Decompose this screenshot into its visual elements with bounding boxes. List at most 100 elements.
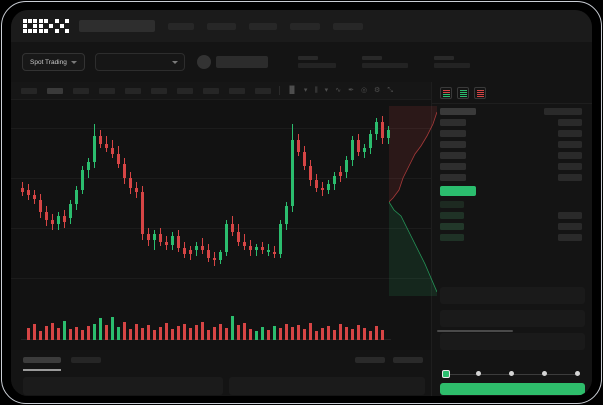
volume-bar [153, 330, 156, 340]
search-input[interactable] [79, 20, 155, 32]
volume-bar [81, 330, 84, 340]
order-amount-slider[interactable] [442, 370, 583, 378]
volume-bar [315, 331, 318, 340]
orderbook-bid-price[interactable] [440, 234, 464, 241]
indicator-icon[interactable]: ⫼ [314, 87, 318, 94]
bottom-action-2[interactable] [393, 357, 423, 363]
slider-handle[interactable] [442, 370, 450, 378]
orderbook-bid-price[interactable] [440, 212, 464, 219]
slider-stop-25[interactable] [476, 371, 481, 376]
okx-logo-glyph [23, 19, 37, 33]
orderbook-ask-amount [558, 130, 582, 137]
chevron-down-icon-2[interactable]: ▾ [324, 87, 329, 94]
pair-select-dropdown[interactable] [94, 53, 185, 71]
volume-bar [213, 327, 216, 340]
chevron-down-icon [171, 60, 178, 64]
chevron-down-icon-1[interactable]: ▾ [303, 87, 308, 94]
spot-trading-button[interactable]: Spot Trading [22, 53, 85, 71]
volume-bar [51, 323, 54, 340]
nav-item-4[interactable] [290, 22, 320, 30]
volume-bar [273, 326, 276, 340]
order-amount-field[interactable] [440, 310, 585, 327]
volume-bar [39, 331, 42, 340]
volume-bar [381, 330, 384, 340]
candlestick-chart[interactable] [11, 100, 431, 300]
depth-chart-svg [388, 106, 438, 296]
orderbook-ask-price[interactable] [440, 130, 466, 137]
orderbook-scrollbar[interactable] [437, 330, 513, 332]
orderbook-bid-price[interactable] [440, 223, 464, 230]
orderbook-ask-price[interactable] [440, 108, 476, 115]
timeframe-button-1[interactable] [21, 87, 37, 94]
orderbook-bid-price[interactable] [440, 201, 464, 208]
orderbook-buy-icon[interactable] [457, 87, 469, 99]
ticker-stat-value [297, 63, 336, 68]
order-price-field[interactable] [440, 287, 585, 304]
volume-bar [69, 329, 72, 340]
orderbook-ask-price[interactable] [440, 174, 466, 181]
timeframe-button-8[interactable] [203, 87, 219, 94]
buy-submit-button[interactable] [440, 383, 585, 395]
timeframe-button-9[interactable] [229, 87, 245, 94]
bottom-action-1[interactable] [355, 357, 385, 363]
volume-bar [297, 325, 300, 340]
line-chart-icon[interactable]: ∿ [335, 87, 342, 94]
orderbook-ask-amount [558, 174, 582, 181]
magnet-icon[interactable]: ◎ [360, 87, 368, 94]
okx-logo[interactable] [23, 19, 69, 33]
volume-bar [249, 329, 252, 340]
nav-item-1[interactable] [168, 22, 194, 30]
ticker-stat-1 [297, 56, 336, 68]
candle-type-icon[interactable]: ▐▌ [287, 87, 297, 94]
nav-item-5[interactable] [333, 22, 363, 30]
orderbook-bid-amount [558, 212, 582, 219]
timeframe-button-5[interactable] [125, 87, 141, 94]
nav-item-2[interactable] [207, 22, 236, 30]
orderbook-both-icon[interactable] [440, 87, 452, 99]
orderbook-ask-amount [558, 163, 582, 170]
volume-bar [219, 324, 222, 340]
orderbook-last-price [440, 186, 476, 196]
slider-stop-100[interactable] [575, 371, 580, 376]
ticker-stat-label [433, 56, 454, 60]
volume-bar [63, 321, 66, 340]
timeframe-button-4[interactable] [99, 87, 115, 94]
depth-chart-overlay [388, 106, 438, 296]
orderbook-bid-amount [558, 223, 582, 230]
timeframe-button-2[interactable] [47, 87, 63, 94]
slider-stop-75[interactable] [542, 371, 547, 376]
okx-logo-glyph-2 [39, 19, 53, 33]
order-total-field[interactable] [440, 333, 585, 350]
bottom-tab-order-history[interactable] [71, 357, 101, 363]
ticker-stat-value [361, 63, 408, 68]
chart-gridline [11, 178, 431, 179]
top-navigation-bar [11, 10, 592, 42]
bottom-tab-open-orders[interactable] [23, 357, 61, 363]
pencil-icon[interactable]: ✒ [348, 87, 354, 94]
volume-bar [351, 329, 354, 340]
slider-stop-50[interactable] [509, 371, 514, 376]
orderbook-ask-price[interactable] [440, 141, 466, 148]
timeframe-button-7[interactable] [177, 87, 193, 94]
orderbook-divider [432, 103, 592, 104]
pair-name-label [215, 56, 268, 68]
bottom-tab-active-underline [23, 369, 61, 371]
nav-item-3[interactable] [249, 22, 277, 30]
timeframe-button-10[interactable] [255, 87, 271, 94]
volume-bar [321, 328, 324, 340]
volume-bar [339, 324, 342, 340]
timeframe-button-6[interactable] [151, 87, 167, 94]
orderbook-ask-price[interactable] [440, 119, 466, 126]
orderbook-sell-icon[interactable] [474, 87, 486, 99]
orderbook-ask-price[interactable] [440, 163, 466, 170]
settings-icon[interactable]: ⚙ [374, 87, 381, 94]
fullscreen-icon[interactable]: ⤡ [387, 87, 393, 94]
orderbook-ask-amount [558, 141, 582, 148]
volume-bar [135, 324, 138, 340]
volume-bar [45, 326, 48, 340]
orderbook-ask-price[interactable] [440, 152, 466, 159]
volume-bar [165, 323, 168, 340]
timeframe-button-3[interactable] [73, 87, 89, 94]
chart-gridline [11, 278, 431, 279]
volume-bar [231, 316, 234, 340]
